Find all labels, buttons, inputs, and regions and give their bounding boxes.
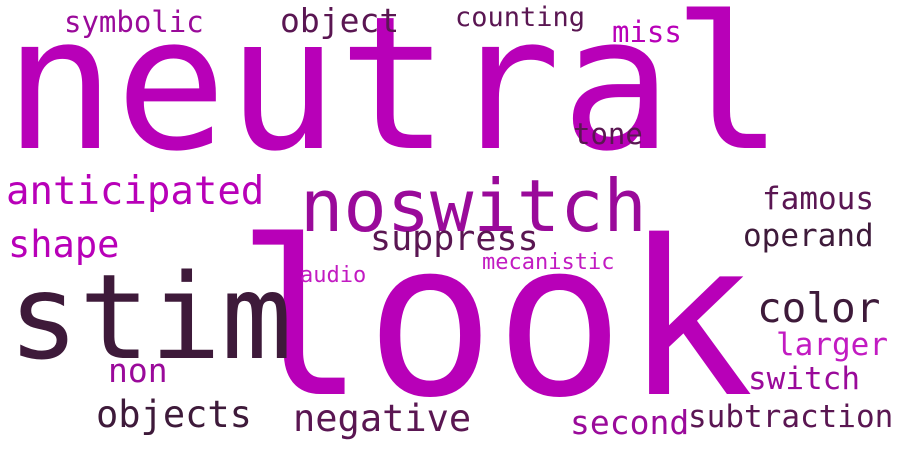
word-noswitch: noswitch	[300, 164, 647, 248]
word-larger: larger	[776, 327, 888, 363]
word-object: object	[280, 1, 400, 40]
word-tone: tone	[573, 117, 643, 151]
word-subtraction: subtraction	[688, 399, 894, 435]
word-famous: famous	[762, 181, 874, 217]
word-mecanistic: mecanistic	[482, 250, 615, 275]
word-miss: miss	[612, 15, 682, 49]
word-neutral: neutral	[4, 0, 784, 192]
word-anticipated: anticipated	[6, 169, 265, 214]
word-suppress: suppress	[370, 219, 539, 259]
word-audio: audio	[300, 263, 367, 288]
word-symbolic: symbolic	[64, 5, 204, 39]
word-shape: shape	[8, 223, 120, 266]
word-objects: objects	[96, 393, 252, 436]
word-look: look	[236, 194, 754, 445]
word-second: second	[570, 403, 690, 442]
word-negative: negative	[293, 397, 472, 440]
word-color: color	[757, 284, 881, 332]
word-switch: switch	[748, 361, 860, 397]
word-stim: stim	[8, 248, 293, 386]
word-counting: counting	[455, 2, 586, 33]
word-operand: operand	[743, 218, 874, 254]
word-non: non	[108, 351, 168, 390]
